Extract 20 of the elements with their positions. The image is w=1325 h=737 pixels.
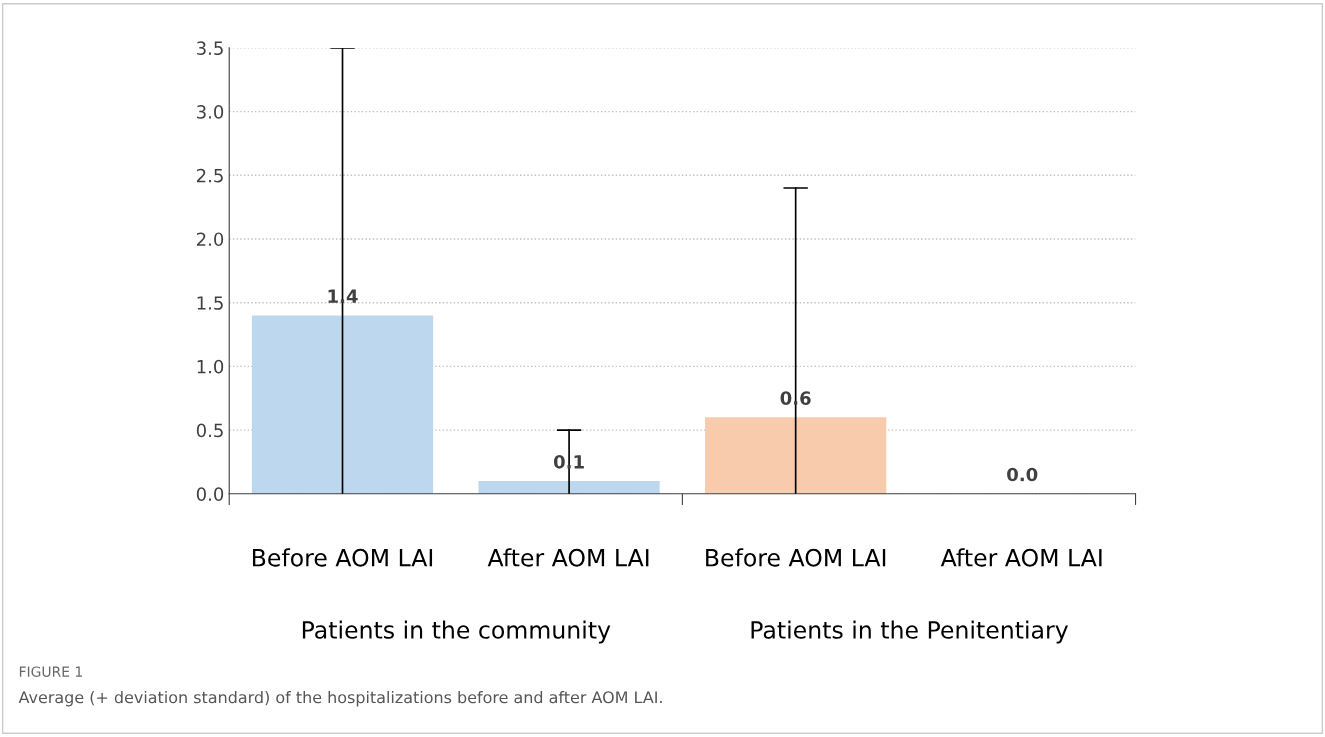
x-tick-label: Before AOM LAI — [252, 548, 433, 567]
y-tick-label: 2.5 — [196, 168, 223, 183]
y-tick-label: 3.0 — [197, 105, 224, 119]
caption: FIGURE 1 — [19, 666, 82, 677]
x-tick-label: After AOM LAI — [940, 548, 1102, 567]
x-tick-label: After AOM LAI — [487, 548, 649, 567]
text: Patients in the community — [302, 620, 611, 644]
y-tick-label: 0.5 — [196, 423, 223, 438]
y-tick-label: 2.0 — [196, 232, 224, 247]
x-tick-label: Before AOM LAI — [706, 548, 886, 567]
data-label: 0.0 — [1007, 467, 1038, 482]
y-tick-label: 1.5 — [197, 296, 223, 310]
y-tick-label: 3.5 — [197, 41, 223, 56]
bar — [705, 417, 887, 494]
bar — [478, 481, 660, 494]
text: Average (+ deviation standard) of the hospitalizations before and after AOM LAI. — [18, 690, 662, 707]
y-tick-label: 0.0 — [196, 487, 224, 501]
y-tick-label: 1.0 — [197, 359, 224, 374]
text: Patients in the Penitentiary — [751, 620, 1068, 644]
bar — [251, 315, 434, 494]
